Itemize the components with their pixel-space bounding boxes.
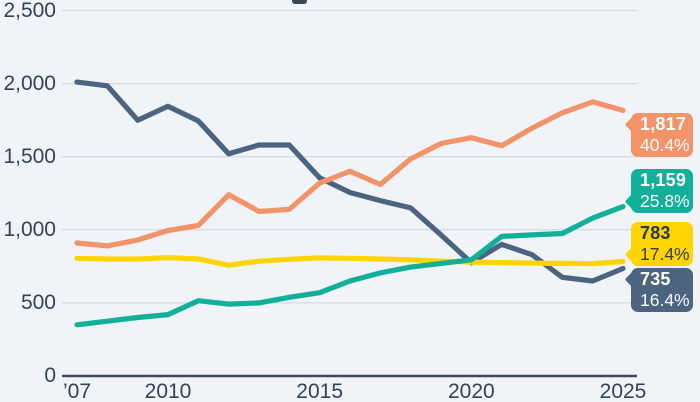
navy-series-line (74, 79, 626, 284)
end-label-teal: 1,159 25.8% (631, 169, 693, 213)
x-axis-tick-label: 2020 (447, 380, 495, 402)
teal-series-line (74, 204, 626, 328)
x-axis-tick-label: 2015 (296, 380, 344, 402)
end-label-teal-pct: 25.8% (640, 191, 690, 211)
x-axis-tick-label: 2025 (599, 380, 647, 402)
end-label-orange: 1,817 40.4% (631, 113, 693, 157)
end-label-orange-value: 1,817 (640, 114, 687, 134)
y-axis-tick-label: 500 (20, 290, 56, 314)
orange-series-line (74, 99, 626, 249)
end-label-teal-value: 1,159 (640, 170, 687, 190)
y-axis-tick-label: 2,000 (3, 71, 56, 95)
y-axis-tick-label: 0 (44, 364, 56, 387)
end-label-navy-value: 735 (640, 269, 671, 289)
end-label-orange-pct: 40.4% (640, 135, 690, 155)
end-label-yellow-pct: 17.4% (640, 244, 690, 264)
yellow-series-line (74, 255, 626, 268)
y-axis-tick-label: 2,500 (3, 0, 56, 22)
end-label-yellow: 783 17.4% (631, 222, 693, 266)
x-axis-tick-label: 2010 (144, 380, 192, 402)
series-lines-group (74, 79, 626, 328)
gridlines-group (62, 9, 637, 378)
y-axis-tick-label: 1,500 (3, 144, 56, 168)
end-label-navy: 735 16.4% (631, 268, 693, 312)
x-axis-tick-label: ’07 (62, 380, 92, 402)
end-label-navy-pct: 16.4% (640, 290, 690, 310)
end-label-yellow-value: 783 (640, 223, 671, 243)
y-axis-tick-label: 1,000 (3, 217, 56, 241)
cropped-title-fragment (292, 0, 307, 4)
